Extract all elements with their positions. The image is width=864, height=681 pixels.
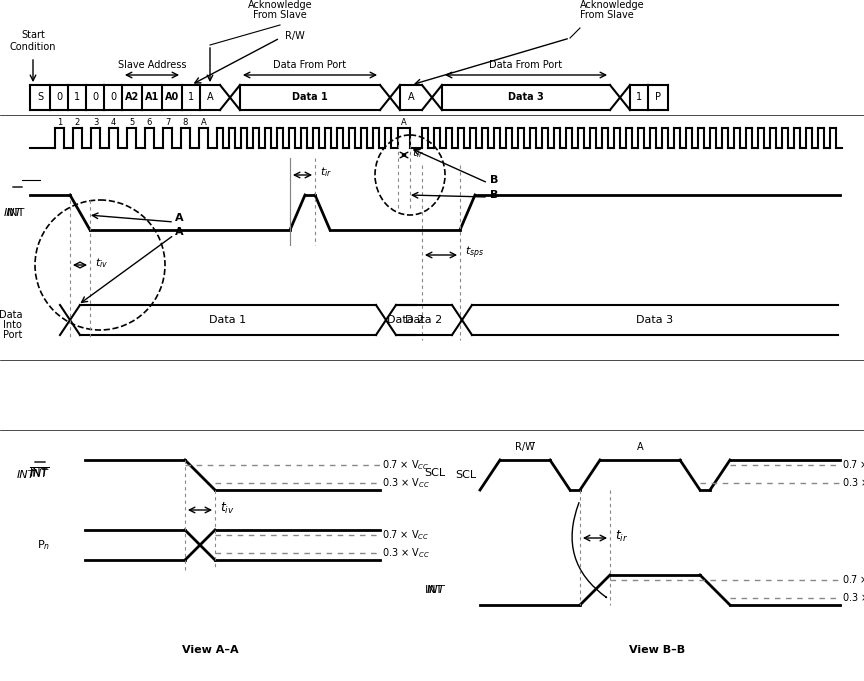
Text: A: A — [637, 442, 644, 452]
Text: INT: INT — [3, 208, 22, 217]
Text: Acknowledge: Acknowledge — [580, 0, 645, 10]
Text: From Slave: From Slave — [253, 10, 307, 20]
Text: 0: 0 — [110, 93, 116, 103]
Text: SCL: SCL — [455, 470, 476, 480]
Text: 1: 1 — [74, 93, 80, 103]
Text: 7: 7 — [165, 118, 170, 127]
Text: 8: 8 — [183, 118, 188, 127]
Text: INT: INT — [29, 468, 48, 478]
Text: A: A — [175, 213, 184, 223]
Text: Data 2: Data 2 — [387, 315, 424, 325]
Text: Into: Into — [3, 320, 22, 330]
Text: $t_{iv}$: $t_{iv}$ — [220, 501, 235, 516]
Text: A: A — [206, 93, 213, 103]
Text: 5: 5 — [129, 118, 134, 127]
Text: A: A — [408, 93, 415, 103]
Text: S: S — [37, 93, 43, 103]
Text: Acknowledge: Acknowledge — [248, 0, 312, 10]
Text: 1: 1 — [57, 118, 62, 127]
Text: Data 1: Data 1 — [209, 315, 246, 325]
Text: INT: INT — [16, 470, 35, 480]
Text: Data From Port: Data From Port — [489, 60, 562, 70]
Text: $t_{sps}$: $t_{sps}$ — [465, 244, 484, 262]
Text: 1: 1 — [636, 93, 642, 103]
Text: B: B — [490, 190, 499, 200]
Text: Data: Data — [0, 310, 22, 320]
Text: 6: 6 — [147, 118, 152, 127]
Text: 0.7 × V$_{CC}$: 0.7 × V$_{CC}$ — [382, 528, 429, 542]
Text: Data 2: Data 2 — [405, 315, 442, 325]
Text: Data 3: Data 3 — [508, 93, 543, 103]
Text: Start
Condition: Start Condition — [10, 31, 56, 52]
Text: A: A — [175, 227, 184, 237]
FancyArrowPatch shape — [572, 503, 607, 597]
Text: A2: A2 — [125, 93, 139, 103]
Text: 0.7 × V$_{CC}$: 0.7 × V$_{CC}$ — [382, 458, 429, 472]
Text: R/W̅: R/W̅ — [515, 442, 535, 452]
Text: $t_{ir}$: $t_{ir}$ — [412, 146, 424, 160]
Text: A: A — [401, 118, 407, 127]
Text: P$_n$: P$_n$ — [37, 538, 50, 552]
Text: View B–B: View B–B — [629, 645, 685, 655]
Text: View A–A: View A–A — [181, 645, 238, 655]
Text: 0.3 × V$_{CC}$: 0.3 × V$_{CC}$ — [842, 476, 864, 490]
Text: Data From Port: Data From Port — [273, 60, 346, 70]
Text: 0.7 × V$_{CC}$: 0.7 × V$_{CC}$ — [842, 573, 864, 587]
Text: SCL: SCL — [424, 468, 445, 478]
Text: 0: 0 — [56, 93, 62, 103]
Text: $t_{iv}$: $t_{iv}$ — [95, 256, 108, 270]
Text: R/W: R/W — [285, 31, 305, 41]
Text: 4: 4 — [111, 118, 116, 127]
Text: P: P — [655, 93, 661, 103]
Text: 0.3 × V$_{CC}$: 0.3 × V$_{CC}$ — [382, 476, 430, 490]
Text: 1: 1 — [188, 93, 194, 103]
Text: 0.3 × V$_{CC}$: 0.3 × V$_{CC}$ — [842, 591, 864, 605]
Text: INT: INT — [424, 585, 443, 595]
Text: $t_{ir}$: $t_{ir}$ — [615, 528, 628, 543]
Text: 0.7 × V$_{CC}$: 0.7 × V$_{CC}$ — [842, 458, 864, 472]
Text: INT: INT — [7, 208, 25, 217]
Text: Port: Port — [3, 330, 22, 340]
Text: A0: A0 — [165, 93, 179, 103]
Text: $\overline{INT}$: $\overline{INT}$ — [29, 466, 50, 480]
Text: Data 3: Data 3 — [637, 315, 674, 325]
Text: $t_{ir}$: $t_{ir}$ — [320, 165, 332, 179]
Text: From Slave: From Slave — [580, 10, 634, 20]
Text: B: B — [490, 175, 499, 185]
Text: Slave Address: Slave Address — [118, 60, 187, 70]
Text: 3: 3 — [92, 118, 98, 127]
Text: A1: A1 — [145, 93, 159, 103]
Text: 0: 0 — [92, 93, 98, 103]
Text: 2: 2 — [75, 118, 80, 127]
Text: A: A — [200, 118, 206, 127]
Text: INT: INT — [427, 585, 445, 595]
Text: 0.3 × V$_{CC}$: 0.3 × V$_{CC}$ — [382, 546, 430, 560]
Text: Data 1: Data 1 — [292, 93, 327, 103]
